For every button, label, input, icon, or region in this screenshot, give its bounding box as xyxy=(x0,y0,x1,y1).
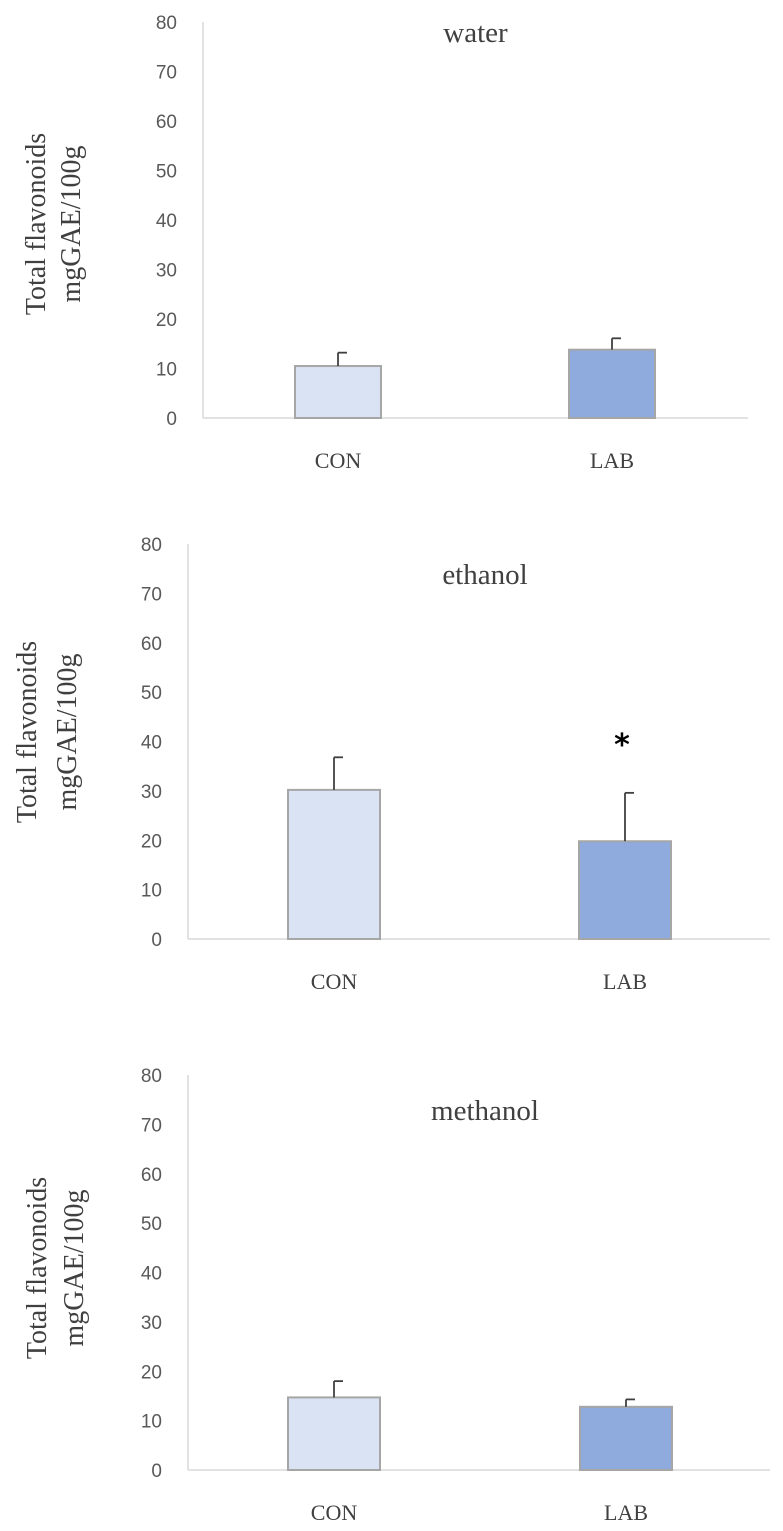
x-tick-label: CON xyxy=(315,448,362,473)
y-tick-label: 0 xyxy=(151,1461,162,1482)
chart-title: water xyxy=(443,17,508,49)
y-tick-label: 40 xyxy=(156,211,177,232)
x-tick-label: CON xyxy=(311,1500,358,1525)
significance-marker: * xyxy=(614,728,630,763)
y-tick-label: 0 xyxy=(151,930,162,951)
x-tick-label: CON xyxy=(311,969,358,994)
y-tick-label: 70 xyxy=(141,1115,162,1136)
y-tick-label: 30 xyxy=(141,782,162,803)
y-tick-label: 50 xyxy=(156,162,177,183)
y-tick-label: 80 xyxy=(156,13,177,34)
y-axis-label: Total flavonoids xyxy=(12,641,43,823)
y-tick-label: 10 xyxy=(141,1412,162,1433)
bar-con xyxy=(287,788,381,941)
bar-con xyxy=(287,1396,381,1471)
chart-title: methanol xyxy=(431,1095,539,1127)
bar-lab xyxy=(579,1405,673,1472)
x-tick-label: LAB xyxy=(603,969,647,994)
y-tick-label: 60 xyxy=(156,112,177,133)
y-tick-label: 40 xyxy=(141,733,162,754)
chart-title: ethanol xyxy=(442,559,527,591)
y-tick-label: 70 xyxy=(141,584,162,605)
y-tick-label: 70 xyxy=(156,63,177,84)
y-tick-label: 10 xyxy=(156,360,177,381)
chart-panel-water: 0 10 20 30 40 50 60 70 80 water Total flavonoids mg… xyxy=(21,13,748,473)
x-tick-label: LAB xyxy=(590,448,634,473)
y-tick-label: 20 xyxy=(141,1362,162,1383)
chart-panel-methanol: 0 10 20 30 40 50 60 70 80 methanol Total flavonoid… xyxy=(22,1066,770,1525)
y-axis-label: Total flavonoids xyxy=(21,133,52,315)
y-axis-label: mgGAE/100g xyxy=(56,145,87,302)
y-axis-label: mgGAE/100g xyxy=(52,653,83,810)
y-tick-label: 30 xyxy=(156,261,177,282)
y-tick-label: 80 xyxy=(141,535,162,556)
y-tick-label: 30 xyxy=(141,1313,162,1334)
y-axis-label: mgGAE/100g xyxy=(59,1189,90,1346)
bar-con xyxy=(294,365,382,419)
y-tick-label: 50 xyxy=(141,1214,162,1235)
y-tick-label: 50 xyxy=(141,683,162,704)
chart-panel-ethanol: 0 10 20 30 40 50 60 70 80 ethanol Total flavonoids… xyxy=(12,535,770,994)
y-tick-label: 60 xyxy=(141,634,162,655)
bar-lab xyxy=(568,348,656,419)
y-axis-label: Total flavonoids xyxy=(22,1177,53,1359)
y-tick-label: 80 xyxy=(141,1066,162,1087)
y-tick-label: 20 xyxy=(156,310,177,331)
x-tick-label: LAB xyxy=(604,1500,648,1525)
y-tick-label: 10 xyxy=(141,881,162,902)
y-tick-label: 60 xyxy=(141,1165,162,1186)
y-tick-label: 40 xyxy=(141,1264,162,1285)
y-tick-label: 20 xyxy=(141,831,162,852)
y-tick-label: 0 xyxy=(166,409,177,430)
bar-lab xyxy=(578,840,672,940)
